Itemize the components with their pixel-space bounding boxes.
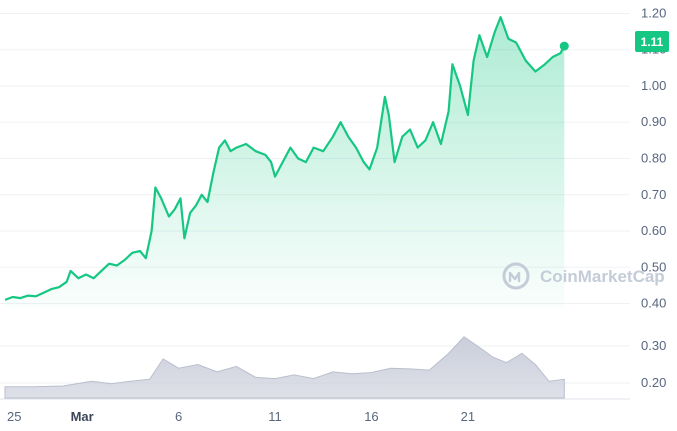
current-price-point bbox=[559, 41, 569, 51]
current-price-badge: 1.11 bbox=[635, 31, 669, 52]
volume-tick-label: 0.20 bbox=[641, 375, 666, 390]
x-tick-label: 25 bbox=[7, 409, 21, 424]
y-tick-label: 1.00 bbox=[641, 78, 666, 93]
current-price-label: 1.11 bbox=[641, 35, 664, 49]
y-tick-label: 0.80 bbox=[641, 151, 666, 166]
price-area-fill bbox=[5, 17, 565, 309]
current-price-badge-bg bbox=[635, 31, 669, 52]
y-tick-label: 0.40 bbox=[641, 296, 666, 311]
y-tick-label: 0.50 bbox=[641, 259, 666, 274]
y-axis: 0.400.500.600.700.800.901.001.101.200.20… bbox=[641, 5, 666, 390]
x-tick-label: 21 bbox=[461, 409, 475, 424]
price-series-line bbox=[4, 16, 566, 301]
volume-tick-label: 0.30 bbox=[641, 338, 666, 353]
y-tick-label: 0.70 bbox=[641, 187, 666, 202]
y-tick-label: 0.60 bbox=[641, 223, 666, 238]
watermark: CoinMarketCap bbox=[502, 262, 665, 290]
x-tick-label: 11 bbox=[268, 409, 282, 424]
x-tick-label: Mar bbox=[71, 409, 94, 424]
volume-series bbox=[4, 336, 565, 399]
x-tick-label: 6 bbox=[175, 409, 182, 424]
y-tick-label: 0.90 bbox=[641, 114, 666, 129]
x-axis: 25 Mar 6 11 16 21 bbox=[7, 409, 475, 424]
watermark-text: CoinMarketCap bbox=[540, 267, 665, 286]
coinmarketcap-logo-icon bbox=[502, 262, 530, 290]
x-tick-label: 16 bbox=[364, 409, 378, 424]
price-area bbox=[4, 16, 569, 309]
volume-area bbox=[4, 336, 565, 399]
y-tick-label: 1.20 bbox=[641, 5, 666, 20]
